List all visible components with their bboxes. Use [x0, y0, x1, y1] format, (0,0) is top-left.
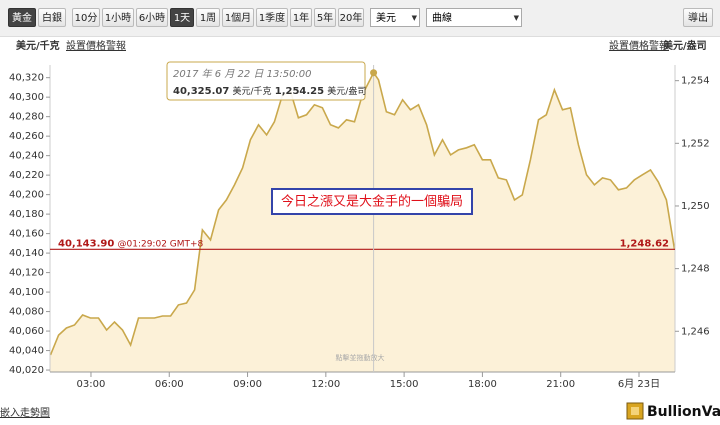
alert-link[interactable]: 設置價格警報: [66, 39, 126, 52]
y2-tick-label: 1,250: [681, 201, 710, 212]
current-price-label: 40,143.90 @01:29:02 GMT+8: [58, 238, 204, 249]
y-tick-label: 40,020: [9, 365, 44, 376]
y-tick-label: 40,100: [9, 287, 44, 298]
x-tick-label: 6月 23日: [618, 378, 660, 390]
tooltip-oz: 1,254.25: [275, 86, 324, 97]
y2-tick-label: 1,252: [681, 138, 710, 149]
tooltip-kg: 40,325.07: [173, 86, 229, 97]
x-tick-label: 06:00: [155, 379, 184, 390]
logo-icon: [631, 407, 639, 415]
tooltip-date: 2017 年 6 月 22 日 13:50:00: [173, 68, 312, 80]
y2-tick-label: 1,254: [681, 76, 710, 87]
x-tick-label: 12:00: [311, 379, 340, 390]
currency-select[interactable]: 美元: [370, 8, 420, 28]
range-button[interactable]: 6小時: [136, 8, 168, 27]
x-tick-label: 21:00: [546, 379, 575, 390]
y-tick-label: 40,300: [9, 92, 44, 103]
hover-point: [370, 69, 378, 77]
metal-button[interactable]: 白銀: [38, 8, 66, 27]
style-select[interactable]: 曲線: [426, 8, 522, 28]
y-tick-label: 40,180: [9, 209, 44, 220]
range-button[interactable]: 1天: [170, 8, 194, 27]
range-button[interactable]: 1年: [290, 8, 312, 27]
range-button[interactable]: 10分: [72, 8, 100, 27]
y-tick-label: 40,140: [9, 248, 44, 259]
y-tick-label: 40,120: [9, 268, 44, 279]
y-tick-label: 40,080: [9, 307, 44, 318]
y-tick-label: 40,220: [9, 170, 44, 181]
current-price-time: @01:29:02 GMT+8: [118, 239, 204, 249]
y2-axis-unit: 美元/盎司: [663, 39, 707, 52]
y-axis-unit: 美元/千克: [16, 39, 60, 52]
y2-tick-label: 1,248: [681, 264, 710, 275]
y-tick-label: 40,160: [9, 229, 44, 240]
current-price-value: 40,143.90: [58, 238, 114, 249]
range-button[interactable]: 5年: [314, 8, 336, 27]
annotation: 今日之漲又是大金手的一個騙局: [281, 194, 463, 210]
y-tick-label: 40,320: [9, 73, 44, 84]
x-tick-label: 09:00: [233, 379, 262, 390]
y-tick-label: 40,060: [9, 326, 44, 337]
tooltip-values: 40,325.07 美元/千克 1,254.25 美元/盎司: [173, 85, 366, 98]
range-button[interactable]: 1季度: [256, 8, 288, 27]
tooltip-box: [166, 61, 366, 101]
range-button[interactable]: 20年: [338, 8, 364, 27]
export-button[interactable]: 導出: [683, 8, 713, 27]
range-button[interactable]: 1周: [196, 8, 220, 27]
metal-button[interactable]: 黃金: [8, 8, 36, 27]
annotation-box: [271, 188, 473, 215]
area-fill: [50, 72, 675, 372]
y-tick-label: 40,280: [9, 112, 44, 123]
alert-link[interactable]: 設置價格警報: [609, 39, 669, 52]
tooltip-oz-unit: 美元/盎司: [327, 85, 366, 97]
embed-link[interactable]: 嵌入走勢圖: [0, 406, 50, 419]
y-tick-label: 40,240: [9, 151, 44, 162]
range-button[interactable]: 1小時: [102, 8, 134, 27]
range-button[interactable]: 1個月: [222, 8, 254, 27]
current-price-y2-label: 1,248.62: [620, 238, 669, 249]
hint: 點擊並拖動放大: [336, 353, 385, 362]
y2-tick-label: 1,246: [681, 326, 710, 337]
logo: BullionVault: [647, 404, 720, 420]
y-tick-label: 40,260: [9, 131, 44, 142]
x-tick-label: 15:00: [390, 379, 419, 390]
y-tick-label: 40,200: [9, 190, 44, 201]
y-tick-label: 40,040: [9, 346, 44, 357]
tooltip-kg-unit: 美元/千克: [233, 85, 272, 97]
x-tick-label: 03:00: [77, 379, 106, 390]
x-tick-label: 18:00: [468, 379, 497, 390]
